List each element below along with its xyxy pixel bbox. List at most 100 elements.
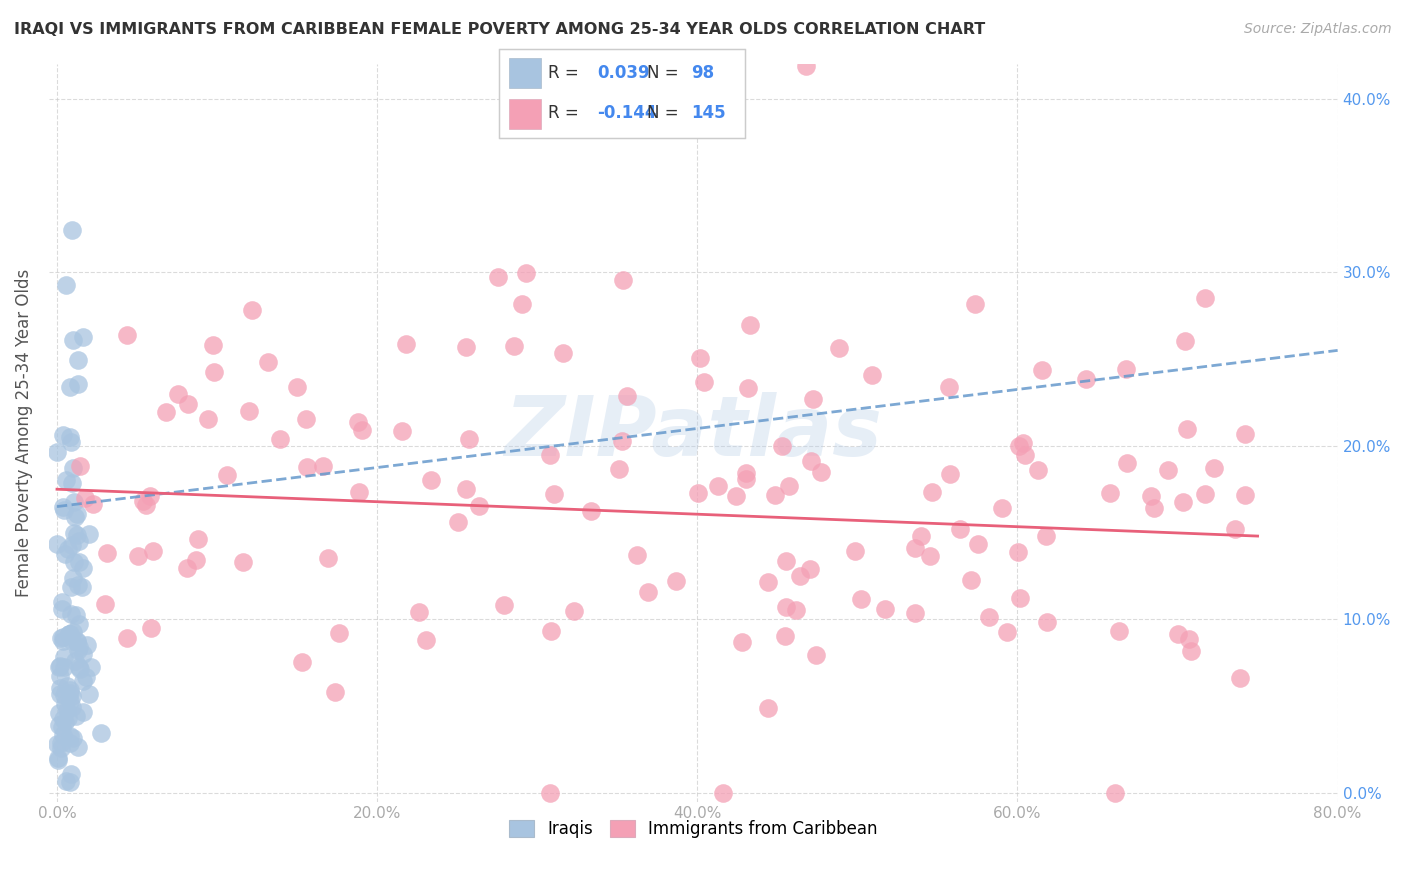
Point: [711, 786, 734, 800]
Point: [810, 465, 832, 479]
Point: [269, 432, 291, 446]
Point: [49, 687, 72, 701]
Point: [52, 428, 75, 442]
Point: [553, 346, 575, 360]
Point: [785, 603, 807, 617]
Point: [66, 528, 89, 542]
Point: [56, 711, 79, 725]
Point: [62, 625, 84, 640]
Point: [56, 679, 79, 693]
Point: [1194, 487, 1216, 501]
Point: [58, 626, 80, 640]
Point: [828, 342, 851, 356]
Point: [1008, 439, 1031, 453]
Point: [763, 488, 786, 502]
Point: [49, 681, 72, 696]
Point: [53, 697, 76, 711]
Point: [62, 571, 84, 585]
Point: [1008, 591, 1031, 605]
Point: [844, 544, 866, 558]
Point: [63, 555, 86, 569]
Point: [1115, 456, 1137, 470]
Point: [139, 621, 162, 635]
Point: [492, 598, 515, 612]
Point: [486, 270, 509, 285]
Point: [77, 687, 100, 701]
Point: [72, 561, 94, 575]
Point: [1234, 426, 1257, 441]
Point: [62, 731, 84, 745]
Point: [689, 351, 711, 365]
Point: [1035, 529, 1057, 543]
Point: [995, 625, 1018, 640]
Point: [1180, 644, 1202, 658]
Point: [503, 339, 526, 353]
Point: [215, 467, 238, 482]
Point: [1223, 522, 1246, 536]
Point: [62, 538, 84, 552]
Point: [72, 648, 94, 662]
Point: [66, 634, 89, 648]
Point: [59, 767, 82, 781]
Point: [59, 775, 82, 789]
Point: [637, 585, 659, 599]
Point: [456, 340, 478, 354]
Point: [59, 430, 82, 444]
Point: [468, 499, 491, 513]
Point: [391, 424, 413, 438]
Point: [991, 500, 1014, 515]
Point: [977, 610, 1000, 624]
Point: [312, 458, 335, 473]
Point: [775, 599, 797, 614]
Point: [52, 634, 75, 648]
Point: [90, 726, 112, 740]
Point: [1157, 463, 1180, 477]
Point: [860, 368, 883, 382]
Point: [53, 547, 76, 561]
Point: [756, 701, 779, 715]
Point: [778, 479, 800, 493]
Point: [76, 638, 98, 652]
Point: [75, 669, 97, 683]
Point: [65, 708, 87, 723]
Point: [796, 59, 818, 73]
Point: [938, 380, 960, 394]
Point: [82, 497, 104, 511]
Point: [349, 485, 371, 500]
Point: [1229, 671, 1251, 685]
Point: [775, 554, 797, 568]
Point: [79, 660, 101, 674]
Point: [59, 736, 82, 750]
Point: [115, 328, 138, 343]
Point: [167, 387, 190, 401]
Point: [789, 569, 811, 583]
Point: [142, 544, 165, 558]
Point: [540, 624, 562, 638]
Point: [1014, 448, 1036, 462]
Text: 0.039: 0.039: [598, 63, 650, 82]
Point: [875, 602, 897, 616]
Point: [1167, 626, 1189, 640]
Point: [197, 411, 219, 425]
Point: [1074, 372, 1097, 386]
Point: [515, 266, 537, 280]
Point: [295, 412, 318, 426]
Point: [59, 685, 82, 699]
Point: [53, 688, 76, 702]
Point: [55, 278, 77, 293]
Point: [626, 549, 648, 563]
Point: [1115, 361, 1137, 376]
Point: [60, 633, 83, 648]
Point: [49, 741, 72, 756]
Point: [72, 706, 94, 720]
Point: [800, 453, 823, 467]
Point: [1012, 435, 1035, 450]
Point: [67, 616, 90, 631]
Point: [910, 529, 932, 543]
Point: [454, 482, 477, 496]
Point: [734, 466, 756, 480]
Point: [66, 635, 89, 649]
Point: [1036, 615, 1059, 629]
Point: [1233, 488, 1256, 502]
Point: [415, 633, 437, 648]
